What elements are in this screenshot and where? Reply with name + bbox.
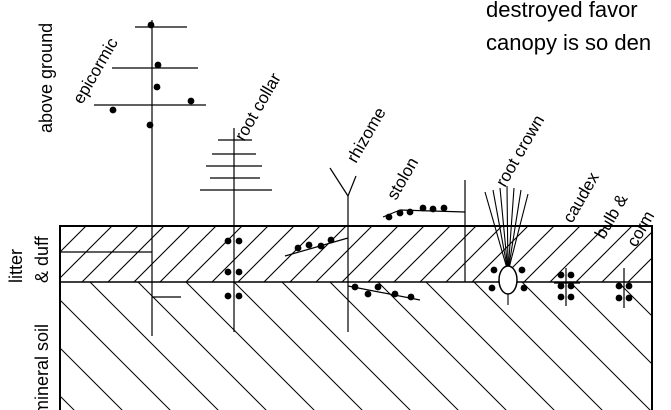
- root-collar-structure: [200, 128, 272, 332]
- label-rhizome: rhizome: [343, 104, 390, 166]
- mineral-soil-layer: [60, 282, 652, 410]
- stolon-structure: [382, 180, 466, 282]
- label-epicormic: epicormic: [69, 34, 122, 107]
- epicormic-structure: [60, 20, 206, 336]
- label-stolon: stolon: [383, 154, 422, 203]
- soil-frame: [59, 225, 653, 410]
- label-above-ground: above ground: [36, 23, 56, 133]
- label-root-crown: root crown: [492, 112, 548, 190]
- label-duff: & duff: [32, 235, 52, 283]
- label-litter: litter: [6, 249, 26, 283]
- root-crown-structure: [484, 185, 529, 305]
- caudex-structure: [554, 268, 580, 306]
- background-text-line-2: canopy is so den: [486, 30, 651, 55]
- litter-duff-layer: [60, 226, 652, 282]
- bulb-corm-structure: [615, 268, 633, 308]
- root-crown-buds: [488, 266, 528, 292]
- background-text-line-1: destroyed favor: [486, 0, 638, 22]
- label-caudex: caudex: [559, 169, 603, 226]
- rhizome-structure: [284, 167, 421, 332]
- label-mineral-soil: mineral soil: [32, 324, 52, 410]
- label-root-collar: root collar: [231, 70, 285, 144]
